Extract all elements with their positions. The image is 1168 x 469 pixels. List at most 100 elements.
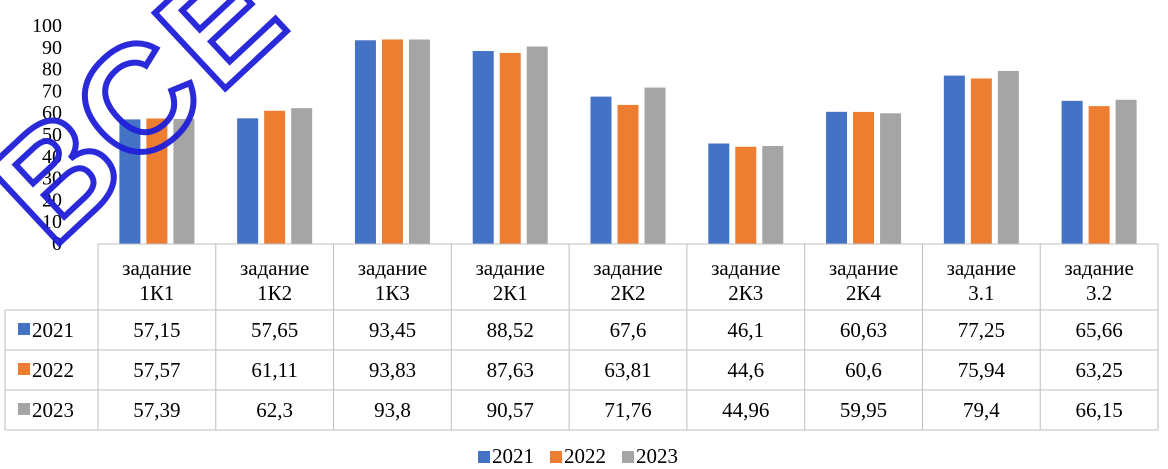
category-label: задание <box>947 256 1016 280</box>
category-label: 3.2 <box>1086 281 1112 305</box>
bar-2021-7 <box>943 75 965 244</box>
legend-key-2023 <box>622 451 634 463</box>
legend-key-2022 <box>550 451 562 463</box>
category-label: 1К2 <box>257 281 292 305</box>
category-label: задание <box>358 256 427 280</box>
bar-2023-0 <box>173 118 195 244</box>
y-tick-label: 20 <box>42 189 62 211</box>
category-label: 2К1 <box>493 281 528 305</box>
category-label: задание <box>240 256 309 280</box>
table-cell-value: 93,8 <box>374 398 411 422</box>
y-tick-label: 100 <box>32 15 62 37</box>
y-tick-label: 80 <box>42 59 62 81</box>
table-legend-key-2023 <box>18 403 30 415</box>
table-cell-value: 57,15 <box>133 318 180 342</box>
bar-2023-3 <box>526 46 548 244</box>
y-tick-label: 40 <box>42 146 62 168</box>
table-cell-value: 61,11 <box>251 358 297 382</box>
bar-2023-1 <box>291 108 313 244</box>
table-cell-value: 93,45 <box>369 318 416 342</box>
bar-2021-1 <box>237 118 259 244</box>
legend-key-2021 <box>478 451 490 463</box>
bar-2022-0 <box>146 118 168 244</box>
bar-2022-6 <box>853 111 875 244</box>
table-cell-value: 79,4 <box>963 398 1000 422</box>
category-label: задание <box>711 256 780 280</box>
y-tick-label: 0 <box>52 233 62 255</box>
category-label: 2К4 <box>846 281 882 305</box>
table-cell-value: 63,25 <box>1075 358 1122 382</box>
y-tick-label: 90 <box>42 37 62 59</box>
bar-2021-3 <box>472 51 494 245</box>
bar-2022-7 <box>970 78 992 244</box>
legend-label: 2023 <box>636 444 678 468</box>
category-label: задание <box>593 256 662 280</box>
bar-2021-5 <box>708 143 730 244</box>
y-tick-label: 60 <box>42 102 62 124</box>
y-tick-label: 70 <box>42 80 62 102</box>
bar-2021-0 <box>119 119 141 244</box>
table-cell-value: 88,52 <box>487 318 534 342</box>
bar-2022-2 <box>381 39 403 245</box>
bar-2022-5 <box>735 146 757 244</box>
bar-2023-6 <box>880 113 902 245</box>
table-series-name: 2022 <box>32 358 74 382</box>
category-label: задание <box>829 256 898 280</box>
category-label: 1К1 <box>139 281 174 305</box>
legend-label: 2022 <box>564 444 606 468</box>
table-series-name: 2021 <box>32 318 74 342</box>
bar-2023-8 <box>1115 99 1137 244</box>
category-label: задание <box>122 256 191 280</box>
bar-2021-2 <box>354 40 376 245</box>
table-cell-value: 71,76 <box>604 398 651 422</box>
data-table: задание1К1задание1К2задание1К3задание2К1… <box>4 243 1159 431</box>
bar-2022-1 <box>264 110 286 244</box>
table-cell-value: 66,15 <box>1075 398 1122 422</box>
y-tick-label: 10 <box>42 211 62 233</box>
table-cell-value: 65,66 <box>1075 318 1122 342</box>
table-cell-value: 59,95 <box>840 398 887 422</box>
table-legend-key-2022 <box>18 363 30 375</box>
category-label: 3.1 <box>968 281 994 305</box>
table-cell-value: 63,81 <box>604 358 651 382</box>
category-label: 2К3 <box>728 281 763 305</box>
bars-layer <box>119 39 1137 245</box>
category-label: задание <box>476 256 545 280</box>
table-cell-value: 93,83 <box>369 358 416 382</box>
bar-2023-5 <box>762 145 784 244</box>
table-cell-value: 77,25 <box>958 318 1005 342</box>
bar-2023-7 <box>997 70 1019 245</box>
bar-2021-8 <box>1061 100 1083 244</box>
table-cell-value: 57,57 <box>133 358 180 382</box>
category-label: 2К2 <box>610 281 645 305</box>
bar-2022-8 <box>1088 106 1110 245</box>
table-cell-value: 90,57 <box>487 398 534 422</box>
category-label: 1К3 <box>375 281 410 305</box>
table-cell-value: 87,63 <box>487 358 534 382</box>
bar-2022-3 <box>499 52 521 244</box>
table-cell-value: 67,6 <box>610 318 647 342</box>
bar-2022-4 <box>617 104 639 245</box>
y-tick-label: 50 <box>42 124 62 146</box>
table-cell-value: 46,1 <box>727 318 764 342</box>
table-cell-value: 60,6 <box>845 358 882 382</box>
table-cell-value: 75,94 <box>958 358 1006 382</box>
legend: 2021 2022 2023 <box>478 444 678 468</box>
table-cell-value: 62,3 <box>256 398 293 422</box>
table-cell-value: 57,39 <box>133 398 180 422</box>
legend-label: 2021 <box>492 444 534 468</box>
category-label: задание <box>1064 256 1133 280</box>
y-tick-label: 30 <box>42 168 62 190</box>
table-legend-key-2021 <box>18 323 30 335</box>
bar-2021-6 <box>826 111 848 244</box>
table-cell-value: 60,63 <box>840 318 887 342</box>
table-cell-value: 57,65 <box>251 318 298 342</box>
table-series-name: 2023 <box>32 398 74 422</box>
bar-2023-4 <box>644 87 666 244</box>
table-cell-value: 44,96 <box>722 398 769 422</box>
bar-2021-4 <box>590 96 612 244</box>
bar-2023-2 <box>408 39 430 245</box>
table-cell-value: 44,6 <box>727 358 764 382</box>
